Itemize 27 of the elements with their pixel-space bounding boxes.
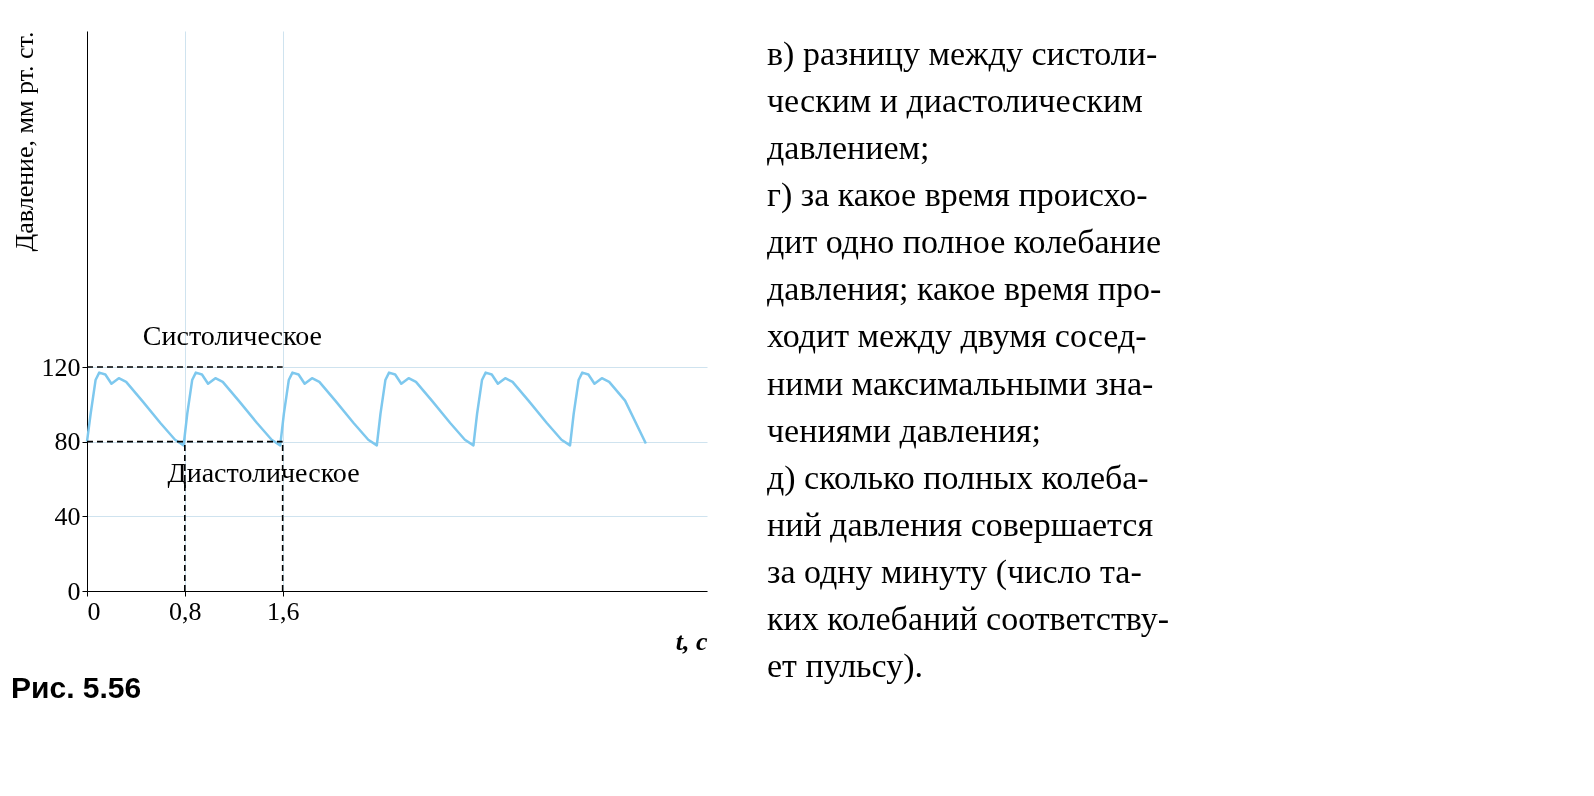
text: за одну минуту (число та- [767, 553, 1142, 592]
y-tick-label: 120 [41, 352, 81, 382]
text: чениями давления; [767, 411, 1041, 449]
y-tick-label: 0 [67, 576, 81, 606]
text: Рис. 5.56 [11, 671, 142, 704]
y-tick-label: 40 [54, 501, 81, 531]
x-tick-label: 1,6 [266, 596, 300, 626]
x-axis-title: t, c [675, 626, 708, 656]
text: ними максимальными зна- [767, 364, 1154, 402]
y-tick-label: 80 [54, 427, 81, 457]
x-tick-label: 0,8 [169, 596, 202, 626]
y-axis-title: Давление, мм рт. ст. [9, 31, 39, 252]
text: ких колебаний соответству- [767, 600, 1169, 638]
text: дит одно полное колебание [767, 223, 1162, 261]
text: давлением; [767, 128, 930, 166]
ref-line-label: Систолическое [142, 320, 322, 351]
ref-line-label: Диастолическое [167, 456, 360, 488]
text: ческим и диастолическим [767, 81, 1143, 119]
text: ет пульсу). [767, 647, 924, 686]
text: в) разницу между систоли- [767, 34, 1158, 73]
text: давления; какое время про- [767, 270, 1162, 308]
text: г) за какое время происхо- [767, 176, 1148, 214]
text: ний давления совершается [767, 506, 1154, 543]
line-series [85, 371, 648, 447]
text: ходит между двумя сосед- [767, 317, 1147, 355]
x-tick-label: 0 [87, 596, 101, 626]
text: д) сколько полных колеба- [767, 458, 1149, 497]
